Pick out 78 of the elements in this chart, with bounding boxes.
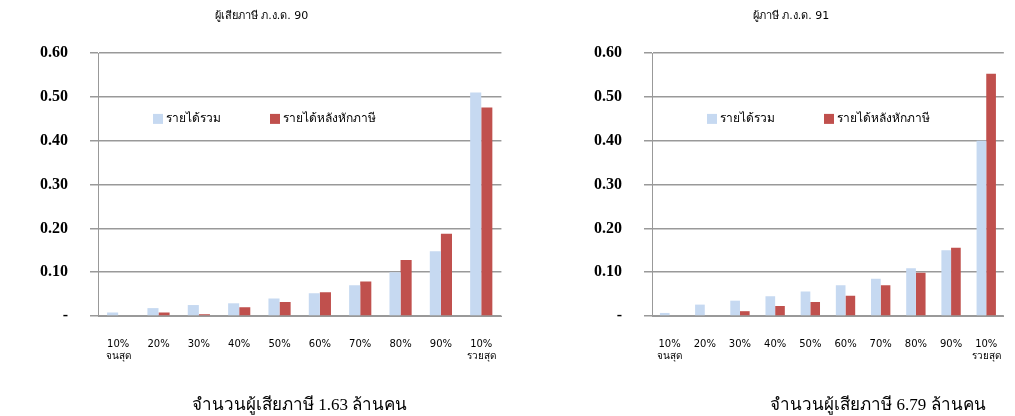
- text: จำนวนผู้เสียภาษี 6.79 ล้านคน: [770, 394, 986, 415]
- bar: [279, 301, 291, 316]
- x-tick-label: 50%: [799, 337, 822, 349]
- x-tick-label: 40%: [228, 337, 251, 349]
- y-tick-label: 0.50: [594, 87, 622, 105]
- bar: [107, 312, 119, 316]
- bar: [775, 305, 785, 316]
- bar: [470, 92, 482, 316]
- bar: [800, 291, 811, 316]
- bar: [845, 295, 856, 316]
- bar: [349, 285, 361, 316]
- chart-title: ผู้ภาษี ภ.ง.ด. 91: [752, 9, 830, 23]
- x-tick-label: 50%: [268, 337, 291, 349]
- bar: [440, 233, 452, 316]
- bar: [147, 308, 159, 316]
- y-tick-label: 0.40: [40, 130, 68, 148]
- y-tick-label: 0.60: [40, 43, 68, 61]
- bar: [481, 107, 493, 316]
- x-tick-label: 10% จนสุด: [657, 337, 683, 362]
- y-tick-label: 0.10: [40, 262, 68, 280]
- bar: [915, 272, 926, 316]
- x-tick-label: 10% รวยสุด: [971, 337, 1001, 362]
- x-tick-label: 40%: [764, 337, 787, 349]
- bar: [695, 304, 705, 316]
- bar: [906, 268, 916, 316]
- bar: [158, 312, 170, 316]
- x-tick-label: 30%: [187, 337, 210, 349]
- legend-label: รายได้หลังหักภาษี: [837, 111, 930, 126]
- bar: [941, 250, 952, 316]
- bar: [951, 247, 961, 316]
- bar: [268, 298, 280, 316]
- bar: [986, 73, 996, 316]
- y-tick-label: 0.30: [40, 174, 68, 192]
- bar: [228, 303, 240, 316]
- x-tick-label: 30%: [728, 337, 752, 349]
- bar: [871, 278, 881, 316]
- bar: [765, 296, 776, 316]
- bar: [739, 311, 750, 316]
- chart-title: ผู้เสียภาษี ภ.ง.ด. 90: [214, 9, 309, 23]
- x-tick-label: 80%: [389, 337, 412, 349]
- bar: [730, 300, 740, 316]
- x-tick-label: 10% จนสุด: [105, 337, 131, 362]
- bar: [976, 140, 987, 316]
- bar: [319, 292, 331, 316]
- bar: [400, 259, 412, 316]
- bar: [187, 305, 199, 316]
- legend-label: รายได้รวม: [720, 111, 775, 126]
- x-tick-label: 80%: [904, 337, 927, 349]
- bar: [810, 301, 821, 316]
- x-tick-label: 20%: [693, 337, 716, 349]
- bar: [360, 281, 372, 316]
- bar: [429, 251, 441, 316]
- y-tick-label: -: [62, 306, 68, 324]
- x-tick-label: 20%: [147, 337, 170, 349]
- legend-label: รายได้หลังหักภาษี: [283, 111, 376, 126]
- y-tick-label: 0.30: [594, 174, 622, 192]
- bar: [835, 285, 846, 316]
- x-tick-label: 10% รวยสุด: [466, 337, 496, 362]
- bar: [239, 307, 251, 316]
- x-tick-label: 90%: [939, 337, 963, 349]
- x-tick-label: 60%: [308, 337, 331, 349]
- bar: [880, 285, 891, 316]
- x-tick-label: 60%: [834, 337, 857, 349]
- x-tick-label: 90%: [429, 337, 453, 349]
- x-tick-label: 70%: [349, 337, 372, 349]
- bar: [308, 293, 320, 316]
- bar: [389, 272, 401, 316]
- y-tick-label: 0.20: [594, 218, 622, 236]
- y-tick-label: 0.10: [594, 262, 622, 280]
- x-tick-label: 70%: [869, 337, 892, 349]
- y-tick-label: 0.20: [40, 218, 68, 236]
- y-tick-label: 0.50: [40, 87, 68, 105]
- bar: [659, 312, 670, 316]
- y-tick-label: 0.40: [594, 130, 622, 148]
- legend-label: รายได้รวม: [166, 111, 221, 126]
- y-tick-label: 0.60: [594, 43, 622, 61]
- text: จำนวนผู้เสียภาษี 1.63 ล้านคน: [192, 394, 408, 415]
- y-tick-label: -: [616, 306, 622, 324]
